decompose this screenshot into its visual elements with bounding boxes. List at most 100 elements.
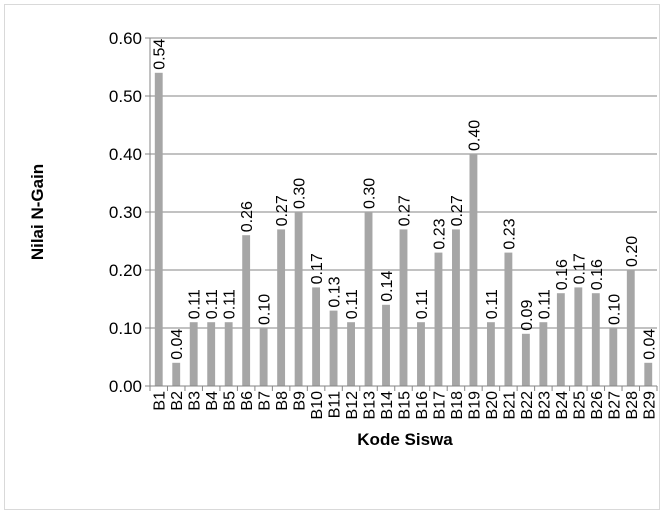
x-tick-label: B21 [501, 391, 518, 420]
bar [347, 322, 355, 386]
x-tick-label: B27 [606, 391, 623, 420]
x-tick-label: B16 [414, 391, 431, 420]
x-tick-label: B3 [187, 391, 204, 411]
bar [486, 322, 495, 386]
bar [609, 328, 618, 386]
data-label: 0.11 [344, 289, 361, 319]
y-tick-label: 0.50 [109, 87, 142, 106]
x-axis-title: Kode Siswa [357, 430, 453, 449]
data-label: 0.20 [624, 236, 641, 267]
x-tick-label: B8 [274, 391, 291, 411]
bar [207, 322, 216, 386]
data-label: 0.10 [257, 294, 274, 325]
data-label: 0.17 [571, 253, 588, 284]
x-tick-label: B15 [397, 391, 414, 420]
data-label: 0.04 [641, 329, 658, 360]
labels: 0.00 0.10 0.20 0.30 0.40 0.50 0.60 0.54 B1 0.04 B2… [109, 29, 658, 419]
x-tick-label: B26 [589, 391, 606, 420]
data-label: 0.11 [484, 289, 501, 319]
bar [452, 229, 460, 386]
data-label: 0.04 [169, 329, 186, 360]
y-tick-label: 0.60 [109, 29, 142, 48]
data-label: 0.10 [606, 294, 623, 325]
data-label: 0.27 [449, 195, 466, 226]
data-label: 0.11 [536, 289, 553, 319]
data-label: 0.40 [466, 120, 483, 151]
x-tick-label: B28 [624, 391, 641, 420]
x-tick-label: B19 [466, 391, 483, 420]
x-tick-label: B14 [379, 391, 396, 420]
x-tick-label: B29 [641, 391, 658, 420]
data-label: 0.11 [204, 289, 221, 319]
x-tick-label: B10 [309, 391, 326, 420]
chart-area [4, 4, 660, 510]
data-label: 0.11 [187, 289, 204, 319]
x-tick-label: B24 [554, 391, 571, 420]
data-label: 0.23 [431, 218, 448, 249]
data-label: 0.30 [292, 178, 309, 209]
bar [294, 212, 303, 386]
x-tick-label: B9 [292, 391, 309, 411]
bar [644, 362, 653, 386]
bar [539, 322, 548, 386]
bar [312, 287, 321, 386]
x-tick-label: B18 [449, 391, 466, 420]
bar [504, 252, 513, 386]
x-tick-label: B25 [571, 391, 588, 420]
data-label: 0.54 [152, 39, 169, 70]
bar [556, 293, 565, 386]
bars [154, 72, 653, 387]
bar [626, 270, 635, 386]
bar [172, 362, 181, 386]
data-label: 0.09 [519, 300, 536, 331]
x-tick-label: B20 [484, 391, 501, 420]
x-tick-label: B11 [327, 391, 344, 418]
bar [242, 235, 251, 386]
x-tick-label: B2 [169, 391, 186, 411]
x-tick-label: B7 [257, 391, 274, 411]
x-tick-label: B6 [239, 391, 256, 411]
bar [364, 212, 373, 386]
y-tick-label: 0.30 [109, 203, 142, 222]
x-tick-label: B1 [152, 391, 169, 411]
data-label: 0.16 [554, 259, 571, 290]
bar [574, 287, 583, 386]
data-label: 0.14 [379, 271, 396, 302]
y-tick-label: 0.20 [109, 261, 142, 280]
bar [434, 252, 443, 386]
axes [145, 37, 658, 391]
data-label: 0.16 [589, 259, 606, 290]
bar [154, 72, 163, 387]
bar [329, 310, 338, 386]
bar [382, 304, 390, 386]
data-label: 0.27 [397, 195, 414, 226]
data-label: 0.26 [239, 201, 256, 232]
bar [399, 229, 408, 386]
data-label: 0.11 [222, 289, 239, 319]
data-label: 0.30 [362, 178, 379, 209]
y-tick-label: 0.10 [109, 319, 142, 338]
data-label: 0.11 [414, 289, 431, 319]
y-tick-label: 0.40 [109, 145, 142, 164]
bar [277, 229, 286, 386]
x-tick-label: B12 [344, 391, 361, 420]
x-tick-label: B17 [431, 391, 448, 420]
bar [521, 333, 530, 386]
x-tick-label: B22 [519, 391, 536, 420]
bar [189, 322, 198, 386]
data-label: 0.17 [309, 253, 326, 284]
data-label: 0.27 [274, 195, 291, 226]
x-tick-label: B4 [204, 391, 221, 411]
bar [259, 328, 268, 386]
y-tick-label: 0.00 [109, 377, 142, 396]
data-label: 0.13 [327, 276, 344, 307]
x-tick-label: B5 [222, 391, 239, 411]
y-axis-title: Nilai N-Gain [28, 164, 47, 260]
gridlines [150, 37, 657, 329]
bar [591, 293, 600, 386]
bar [469, 154, 478, 386]
bar [224, 322, 233, 386]
x-tick-label: B23 [536, 391, 553, 420]
bar [417, 322, 425, 386]
